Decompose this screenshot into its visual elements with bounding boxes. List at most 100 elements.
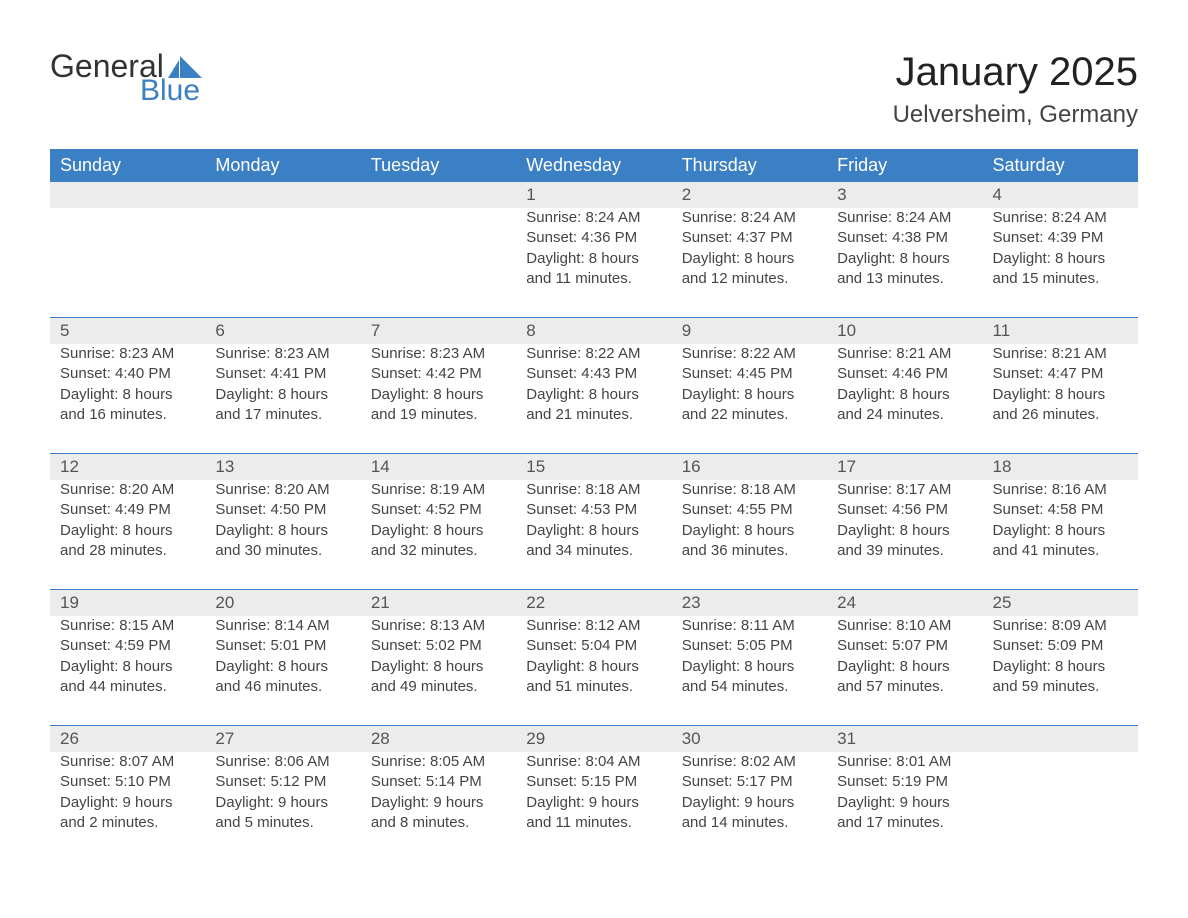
- sunrise-text: Sunrise: 8:17 AM: [837, 480, 972, 500]
- sunset-text: Sunset: 5:05 PM: [682, 636, 817, 656]
- day-number-cell: 6: [205, 318, 360, 345]
- weekday-header-row: Sunday Monday Tuesday Wednesday Thursday…: [50, 149, 1138, 182]
- daylight-line-1: Daylight: 8 hours: [682, 657, 817, 677]
- daylight-line-1: Daylight: 9 hours: [371, 793, 506, 813]
- daylight-line-1: Daylight: 8 hours: [993, 249, 1128, 269]
- day-number-cell: 4: [983, 182, 1138, 208]
- day-info-cell: Sunrise: 8:15 AMSunset: 4:59 PMDaylight:…: [50, 616, 205, 726]
- day-info-cell: Sunrise: 8:23 AMSunset: 4:41 PMDaylight:…: [205, 344, 360, 454]
- daylight-line-1: Daylight: 8 hours: [215, 385, 350, 405]
- daylight-line-1: Daylight: 8 hours: [837, 249, 972, 269]
- day-number-cell: 16: [672, 454, 827, 481]
- sunset-text: Sunset: 4:41 PM: [215, 364, 350, 384]
- daynum-row: 567891011: [50, 318, 1138, 345]
- sunset-text: Sunset: 4:36 PM: [526, 228, 661, 248]
- day-number-cell: 22: [516, 590, 671, 617]
- daylight-line-1: Daylight: 9 hours: [682, 793, 817, 813]
- daylight-line-2: and 24 minutes.: [837, 405, 972, 425]
- daylight-line-2: and 5 minutes.: [215, 813, 350, 833]
- daynum-row: 1234: [50, 182, 1138, 208]
- col-wednesday: Wednesday: [516, 149, 671, 182]
- brand-logo: General Blue: [50, 50, 202, 106]
- daylight-line-2: and 13 minutes.: [837, 269, 972, 289]
- day-info: Sunrise: 8:20 AMSunset: 4:49 PMDaylight:…: [60, 480, 195, 561]
- sunset-text: Sunset: 5:15 PM: [526, 772, 661, 792]
- sunset-text: Sunset: 4:50 PM: [215, 500, 350, 520]
- sunset-text: Sunset: 5:01 PM: [215, 636, 350, 656]
- day-info: Sunrise: 8:18 AMSunset: 4:55 PMDaylight:…: [682, 480, 817, 561]
- day-info-cell: Sunrise: 8:17 AMSunset: 4:56 PMDaylight:…: [827, 480, 982, 590]
- day-info: Sunrise: 8:18 AMSunset: 4:53 PMDaylight:…: [526, 480, 661, 561]
- day-info-cell: Sunrise: 8:24 AMSunset: 4:36 PMDaylight:…: [516, 208, 671, 318]
- sunrise-text: Sunrise: 8:23 AM: [60, 344, 195, 364]
- daylight-line-1: Daylight: 8 hours: [215, 657, 350, 677]
- day-info: Sunrise: 8:19 AMSunset: 4:52 PMDaylight:…: [371, 480, 506, 561]
- daylight-line-2: and 19 minutes.: [371, 405, 506, 425]
- day-info-cell: Sunrise: 8:14 AMSunset: 5:01 PMDaylight:…: [205, 616, 360, 726]
- daylight-line-2: and 14 minutes.: [682, 813, 817, 833]
- daylight-line-2: and 36 minutes.: [682, 541, 817, 561]
- daylight-line-1: Daylight: 8 hours: [526, 657, 661, 677]
- day-info: Sunrise: 8:05 AMSunset: 5:14 PMDaylight:…: [371, 752, 506, 833]
- daylight-line-1: Daylight: 8 hours: [526, 249, 661, 269]
- daylight-line-2: and 30 minutes.: [215, 541, 350, 561]
- daylight-line-1: Daylight: 8 hours: [215, 521, 350, 541]
- sunrise-text: Sunrise: 8:07 AM: [60, 752, 195, 772]
- sunrise-text: Sunrise: 8:15 AM: [60, 616, 195, 636]
- daylight-line-1: Daylight: 8 hours: [526, 385, 661, 405]
- sunrise-text: Sunrise: 8:02 AM: [682, 752, 817, 772]
- sunrise-text: Sunrise: 8:24 AM: [526, 208, 661, 228]
- day-number-cell: 19: [50, 590, 205, 617]
- day-info: Sunrise: 8:24 AMSunset: 4:36 PMDaylight:…: [526, 208, 661, 289]
- sunrise-text: Sunrise: 8:22 AM: [526, 344, 661, 364]
- sunrise-text: Sunrise: 8:19 AM: [371, 480, 506, 500]
- daylight-line-2: and 22 minutes.: [682, 405, 817, 425]
- daylight-line-2: and 39 minutes.: [837, 541, 972, 561]
- day-info: Sunrise: 8:04 AMSunset: 5:15 PMDaylight:…: [526, 752, 661, 833]
- day-info-cell: Sunrise: 8:22 AMSunset: 4:45 PMDaylight:…: [672, 344, 827, 454]
- col-tuesday: Tuesday: [361, 149, 516, 182]
- daylight-line-1: Daylight: 8 hours: [682, 521, 817, 541]
- day-number-cell: [361, 182, 516, 208]
- daylight-line-2: and 17 minutes.: [215, 405, 350, 425]
- day-info: Sunrise: 8:01 AMSunset: 5:19 PMDaylight:…: [837, 752, 972, 833]
- daylight-line-2: and 51 minutes.: [526, 677, 661, 697]
- daylight-line-1: Daylight: 8 hours: [371, 385, 506, 405]
- daynum-row: 19202122232425: [50, 590, 1138, 617]
- day-number-cell: 14: [361, 454, 516, 481]
- sunrise-text: Sunrise: 8:20 AM: [215, 480, 350, 500]
- sunset-text: Sunset: 5:04 PM: [526, 636, 661, 656]
- day-number-cell: 7: [361, 318, 516, 345]
- day-info-cell: Sunrise: 8:13 AMSunset: 5:02 PMDaylight:…: [361, 616, 516, 726]
- day-info: Sunrise: 8:15 AMSunset: 4:59 PMDaylight:…: [60, 616, 195, 697]
- calendar-page: General Blue January 2025 Uelversheim, G…: [0, 0, 1188, 901]
- week-row: Sunrise: 8:24 AMSunset: 4:36 PMDaylight:…: [50, 208, 1138, 318]
- day-info: Sunrise: 8:10 AMSunset: 5:07 PMDaylight:…: [837, 616, 972, 697]
- day-info-cell: Sunrise: 8:04 AMSunset: 5:15 PMDaylight:…: [516, 752, 671, 861]
- day-number-cell: [983, 726, 1138, 753]
- header: General Blue January 2025 Uelversheim, G…: [50, 50, 1138, 129]
- day-number-cell: 9: [672, 318, 827, 345]
- daylight-line-2: and 17 minutes.: [837, 813, 972, 833]
- day-number-cell: 23: [672, 590, 827, 617]
- sunrise-text: Sunrise: 8:20 AM: [60, 480, 195, 500]
- sunset-text: Sunset: 5:12 PM: [215, 772, 350, 792]
- day-info: Sunrise: 8:02 AMSunset: 5:17 PMDaylight:…: [682, 752, 817, 833]
- day-info: Sunrise: 8:24 AMSunset: 4:38 PMDaylight:…: [837, 208, 972, 289]
- location-subtitle: Uelversheim, Germany: [893, 101, 1138, 129]
- day-number-cell: [205, 182, 360, 208]
- day-info-cell: Sunrise: 8:24 AMSunset: 4:39 PMDaylight:…: [983, 208, 1138, 318]
- day-number-cell: 12: [50, 454, 205, 481]
- day-info: Sunrise: 8:23 AMSunset: 4:42 PMDaylight:…: [371, 344, 506, 425]
- day-info-cell: Sunrise: 8:02 AMSunset: 5:17 PMDaylight:…: [672, 752, 827, 861]
- daylight-line-1: Daylight: 9 hours: [60, 793, 195, 813]
- daylight-line-2: and 59 minutes.: [993, 677, 1128, 697]
- col-saturday: Saturday: [983, 149, 1138, 182]
- sunset-text: Sunset: 4:37 PM: [682, 228, 817, 248]
- day-info: Sunrise: 8:21 AMSunset: 4:47 PMDaylight:…: [993, 344, 1128, 425]
- day-number-cell: 31: [827, 726, 982, 753]
- day-number-cell: 24: [827, 590, 982, 617]
- sunset-text: Sunset: 4:42 PM: [371, 364, 506, 384]
- daylight-line-1: Daylight: 8 hours: [837, 521, 972, 541]
- sunrise-text: Sunrise: 8:13 AM: [371, 616, 506, 636]
